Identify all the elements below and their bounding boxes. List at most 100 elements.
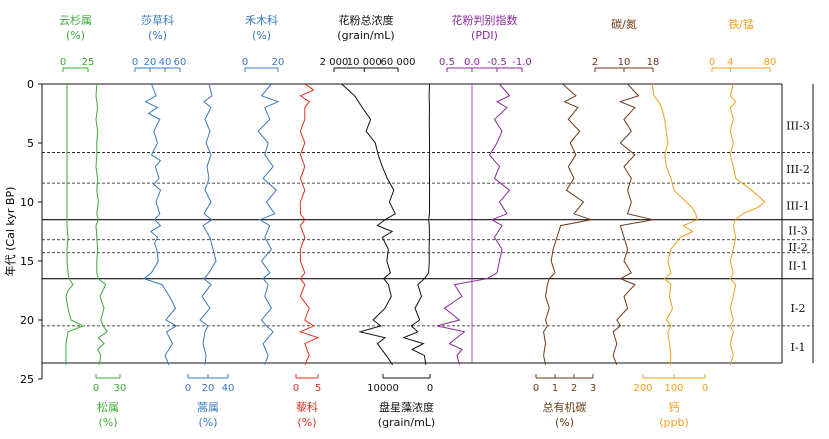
axis-tick-label: 2 000 — [320, 57, 349, 68]
axis-title: 钙 — [669, 400, 680, 414]
axis-unit: (%) — [148, 29, 167, 42]
axis-unit: (%) — [297, 416, 316, 429]
axis-tick-label: 0 — [533, 383, 539, 394]
top-axis: 2 10 18 碳/氮 — [592, 17, 660, 72]
zone-label: II-1 — [788, 260, 807, 273]
axis-tick-label: 60 — [174, 57, 187, 68]
series-line — [341, 83, 396, 366]
axis-tick-label: 60 000 — [381, 57, 416, 68]
y-tick-label: 20 — [20, 314, 34, 327]
axis-tick-label: 0 — [702, 383, 708, 394]
bottom-axis: 200 100 0 钙 (ppb) — [633, 374, 708, 429]
axis-tick-label: 100 — [664, 383, 683, 394]
axis-title: 莎草科 — [141, 13, 174, 27]
y-tick-label: 0 — [27, 78, 34, 91]
axis-tick-label: -0.5 — [487, 57, 507, 68]
axis-unit: (grain/mL) — [378, 416, 435, 429]
y-tick-label: 15 — [20, 255, 34, 268]
zone-label: I-2 — [790, 302, 805, 315]
axis-title: 铁/锰 — [728, 17, 754, 31]
axis-tick-label: 20 — [202, 383, 215, 394]
series-layer — [65, 83, 766, 366]
axis-tick-label: 0.5 — [439, 57, 455, 68]
axis-tick-label: 0 — [293, 383, 299, 394]
axis-tick-label: 0 — [185, 383, 191, 394]
axis-tick-label: 40 — [159, 57, 172, 68]
axis-title: 禾木科 — [245, 13, 278, 27]
axis-tick-label: 0 — [242, 57, 248, 68]
axis-tick-label: 10000 — [367, 383, 399, 394]
axis-tick-label: 25 — [82, 57, 95, 68]
top-axis: 0.5 0.0 -0.5 -1.0 花粉判别指数 (PDI) — [439, 13, 532, 72]
bottom-axis: 0 30 松属 (%) — [93, 374, 127, 429]
top-axis: 0 20 40 60 莎草科 (%) — [132, 13, 187, 72]
zone-label: I-1 — [790, 341, 805, 354]
series-line — [95, 83, 108, 365]
series-line — [402, 83, 431, 365]
series-line — [436, 83, 511, 365]
zone-label: II-2 — [788, 241, 807, 254]
y-axis-title: 年代 (Cal kyr BP) — [3, 187, 17, 277]
axis-tick-label: 200 — [633, 383, 652, 394]
zone-label: II-3 — [788, 224, 807, 237]
series-line — [651, 83, 698, 365]
series-line — [199, 83, 217, 365]
axis-title: 云杉属 — [59, 13, 92, 27]
axis-tick-label: -1.0 — [512, 57, 532, 68]
y-tick-label: 25 — [20, 373, 34, 386]
axis-title: 花粉判别指数 — [452, 13, 518, 27]
axis-unit: (grain/mL) — [337, 29, 394, 42]
zone-label: III-3 — [786, 119, 810, 132]
axis-unit: (%) — [252, 29, 271, 42]
axis-title: 盘星藻浓度 — [379, 400, 434, 414]
series-line — [142, 83, 178, 365]
axis-tick-label: 5 — [315, 383, 321, 394]
axis-tick-label: 10 — [618, 57, 631, 68]
axis-unit: (%) — [98, 416, 117, 429]
plot-panel: III-3 III-2 III-1 II-3 II-2 II-1 I-2 I-1 — [42, 83, 814, 364]
axis-tick-label: 0 — [132, 57, 138, 68]
axis-tick-label: 0 — [93, 383, 99, 394]
series-line — [543, 83, 594, 365]
top-axis: 0 4 80 铁/锰 — [709, 17, 777, 72]
axis-tick-label: 0 — [709, 57, 715, 68]
axis-tick-label: 4 — [727, 57, 733, 68]
axis-tick-label: 0 — [427, 383, 433, 394]
axis-tick-label: 20 — [144, 57, 157, 68]
axis-unit: (ppb) — [659, 416, 689, 429]
axis-tick-label: 80 — [764, 57, 777, 68]
axis-tick-label: 2 — [571, 383, 577, 394]
bottom-axis: 0 5 藜科 (%) — [293, 374, 321, 429]
axis-title: 藜科 — [296, 400, 318, 414]
axis-tick-label: 0.0 — [464, 57, 480, 68]
series-line — [729, 83, 766, 365]
top-axis: 0 20 禾木科 (%) — [242, 13, 285, 72]
bottom-axis: 10000 0 盘星藻浓度 (grain/mL) — [367, 374, 435, 429]
axis-title: 花粉总浓度 — [339, 13, 394, 27]
axis-unit: (PDI) — [471, 29, 498, 42]
series-line — [612, 83, 654, 365]
axis-title: 总有机碳 — [543, 400, 587, 414]
axis-title: 蒿属 — [197, 401, 219, 414]
zone-label: III-1 — [786, 200, 810, 213]
zone-label: III-2 — [786, 163, 810, 176]
top-axis: 0 25 云杉属 (%) — [59, 13, 94, 72]
axis-unit: (%) — [555, 416, 574, 429]
axis-tick-label: 1 — [552, 383, 558, 394]
y-tick-label: 5 — [27, 137, 34, 150]
axis-tick-label: 40 — [222, 383, 235, 394]
axis-tick-label: 20 — [272, 57, 285, 68]
axis-tick-label: 30 — [114, 383, 127, 394]
axis-tick-label: 10 000 — [347, 57, 382, 68]
axis-tick-label: 2 — [592, 57, 598, 68]
series-line — [299, 83, 320, 366]
axis-tick-label: 3 — [590, 383, 596, 394]
axis-tick-label: 18 — [647, 57, 660, 68]
series-line — [65, 84, 85, 365]
axis-tick-label: 0 — [60, 57, 66, 68]
